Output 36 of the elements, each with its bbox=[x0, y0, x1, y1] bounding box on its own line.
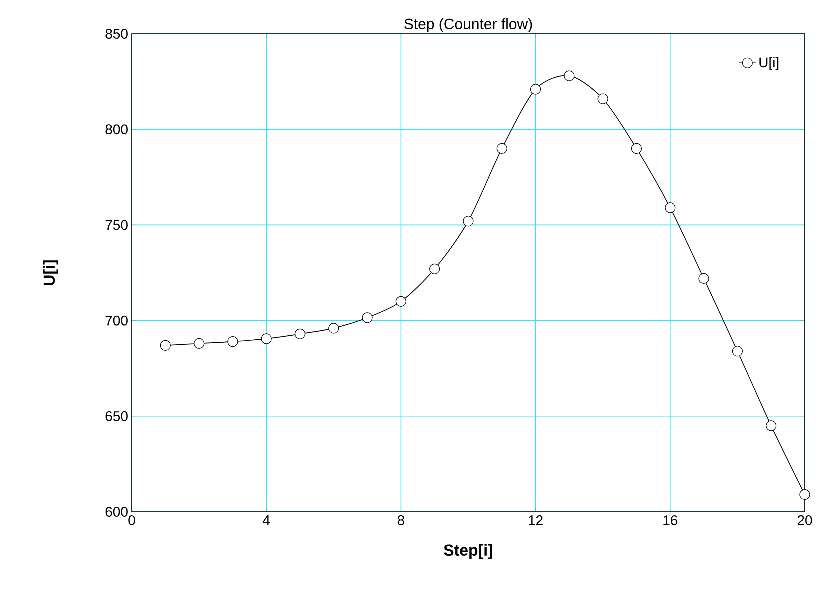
point bbox=[530, 84, 542, 95]
x-tick-label: 16 bbox=[664, 516, 678, 526]
point bbox=[430, 264, 440, 274]
x-axis-title: Step[i] bbox=[444, 544, 492, 560]
y-tick-label: 750 bbox=[106, 220, 128, 230]
point bbox=[328, 323, 340, 334]
point bbox=[800, 489, 810, 500]
point bbox=[698, 273, 710, 284]
y-tick-label: 650 bbox=[106, 411, 128, 422]
y-tick-label: 700 bbox=[106, 316, 128, 326]
point bbox=[631, 143, 642, 154]
x-tick-label: 8 bbox=[398, 516, 404, 526]
point bbox=[598, 94, 608, 104]
y-tick-label: 850 bbox=[106, 29, 128, 39]
point bbox=[564, 70, 575, 82]
point bbox=[732, 346, 743, 357]
point bbox=[362, 312, 373, 324]
x-tick-label: 12 bbox=[529, 516, 543, 526]
chart-title: Step (Counter flow) bbox=[404, 18, 532, 32]
x-tick-label: 4 bbox=[263, 516, 270, 526]
point bbox=[463, 216, 474, 227]
point bbox=[766, 420, 777, 432]
point bbox=[396, 296, 407, 307]
y-tick-label: 800 bbox=[106, 124, 128, 135]
point bbox=[228, 336, 238, 348]
point bbox=[194, 338, 205, 350]
point bbox=[665, 202, 676, 214]
legend-label: U[i] bbox=[760, 57, 779, 70]
point bbox=[496, 143, 508, 154]
point bbox=[294, 328, 306, 340]
y-axis-title: U[i] bbox=[43, 260, 58, 286]
point bbox=[160, 340, 171, 351]
x-tick-label: 20 bbox=[798, 516, 812, 526]
point bbox=[261, 334, 272, 344]
x-tick-label: 0 bbox=[128, 516, 136, 526]
y-tick-label: 600 bbox=[106, 507, 128, 517]
